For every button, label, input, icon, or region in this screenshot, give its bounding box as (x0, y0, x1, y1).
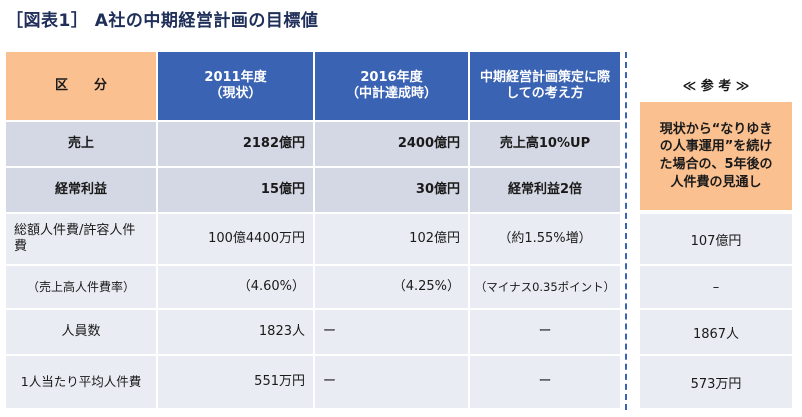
reference-total-labor-cost: 107億円 (640, 214, 792, 264)
row-labor-cost-ratio-policy: （マイナス0.35ポイント） (470, 266, 620, 308)
header-2011: 2011年度 （現状） (158, 52, 313, 120)
row-headcount-2016: ー (315, 310, 468, 354)
row-ordinary-profit-2016: 30億円 (315, 168, 468, 212)
row-label-avg-labor-cost: 1人当たり平均人件費 (6, 356, 156, 408)
row-ordinary-profit-policy: 経常利益2倍 (470, 168, 620, 212)
row-label-ordinary-profit: 経常利益 (6, 168, 156, 212)
row-avg-labor-cost-2011: 551万円 (158, 356, 313, 408)
header-policy: 中期経営計画策定に際 しての考え方 (470, 52, 620, 120)
row-label-labor-cost-ratio: （売上高人件費率） (6, 266, 156, 308)
page-title: ［図表1］ A社の中期経営計画の目標値 (6, 11, 319, 31)
header-2016: 2016年度 （中計達成時） (315, 52, 468, 120)
row-total-labor-cost-policy: （約1.55%増） (470, 214, 620, 264)
reference-headcount: 1867人 (640, 310, 792, 354)
row-sales-2011: 2182億円 (158, 122, 313, 166)
row-total-labor-cost-2011: 100億4400万円 (158, 214, 313, 264)
row-label-total-labor-cost: 総額人件費/許容人件 費 (6, 214, 156, 264)
row-avg-labor-cost-policy: ー (470, 356, 620, 408)
reference-label: ≪ 参 考 ≫ (682, 78, 750, 94)
row-label-sales: 売上 (6, 122, 156, 166)
row-total-labor-cost-2016: 102億円 (315, 214, 468, 264)
row-headcount-policy: ー (470, 310, 620, 354)
reference-labor-cost-ratio: – (640, 266, 792, 308)
row-headcount-2011: 1823人 (158, 310, 313, 354)
dashed-divider (625, 52, 627, 410)
row-sales-2016: 2400億円 (315, 122, 468, 166)
row-ordinary-profit-2011: 15億円 (158, 168, 313, 212)
header-category: 区 分 (6, 52, 156, 120)
row-labor-cost-ratio-2016: （4.25%） (315, 266, 468, 308)
reference-note: 現状から“なりゆき の人事運用”を続け た場合の、5年後の 人件費の見通し (640, 102, 792, 210)
row-label-headcount: 人員数 (6, 310, 156, 354)
row-sales-policy: 売上高10%UP (470, 122, 620, 166)
row-avg-labor-cost-2016: ー (315, 356, 468, 408)
row-labor-cost-ratio-2011: （4.60%） (158, 266, 313, 308)
reference-avg-labor-cost: 573万円 (640, 356, 792, 408)
